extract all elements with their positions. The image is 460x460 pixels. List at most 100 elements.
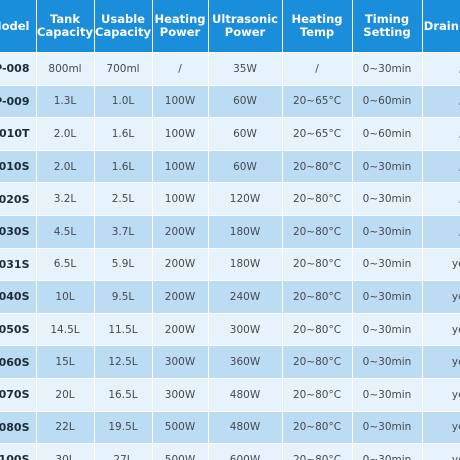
cell-model: P-020S — [0, 182, 37, 216]
cell-timing-setting: 0~30min — [352, 377, 423, 412]
cell-usable-capacity: 1.6L — [94, 149, 153, 183]
cell-ultrasonic-power: 600W — [208, 443, 283, 460]
cell-heating-temp: 20~80°C — [282, 443, 353, 460]
cell-drain-valve: yes — [422, 345, 460, 379]
cell-ultrasonic-power: 240W — [208, 280, 283, 314]
cell-usable-capacity: 11.5L — [94, 312, 153, 346]
cell-model: P-008 — [0, 52, 37, 86]
cell-ultrasonic-power: 180W — [208, 214, 283, 249]
cell-model: P-009 — [0, 84, 37, 118]
cell-heating-power: 100W — [152, 149, 209, 183]
cell-tank-capacity: 22L — [36, 410, 95, 444]
cell-drain-valve: / — [422, 52, 460, 86]
cell-heating-power: 100W — [152, 84, 209, 118]
cell-model: P-060S — [0, 345, 37, 379]
cell-tank-capacity: 4.5L — [36, 214, 95, 249]
cell-tank-capacity: 2.0L — [36, 149, 95, 183]
cell-heating-temp: 20~80°C — [282, 214, 353, 249]
cell-timing-setting: 0~60min — [352, 84, 423, 118]
cell-timing-setting: 0~30min — [352, 345, 423, 379]
cell-model: P-040S — [0, 280, 37, 314]
cell-tank-capacity: 20L — [36, 377, 95, 412]
cell-ultrasonic-power: 480W — [208, 377, 283, 412]
cell-ultrasonic-power: 120W — [208, 182, 283, 216]
cell-model: P-050S — [0, 312, 37, 346]
cell-heating-power: / — [152, 52, 209, 86]
cell-tank-capacity: 10L — [36, 280, 95, 314]
cell-tank-capacity: 15L — [36, 345, 95, 379]
cell-model: P-080S — [0, 410, 37, 444]
cell-usable-capacity: 700ml — [94, 52, 153, 86]
cell-usable-capacity: 1.0L — [94, 84, 153, 118]
cell-heating-temp: 20~80°C — [282, 410, 353, 444]
cell-timing-setting: 0~30min — [352, 149, 423, 183]
cell-ultrasonic-power: 360W — [208, 345, 283, 379]
cell-drain-valve: yes — [422, 443, 460, 460]
cell-ultrasonic-power: 60W — [208, 117, 283, 151]
cell-timing-setting: 0~30min — [352, 443, 423, 460]
cell-drain-valve: yes — [422, 247, 460, 281]
cell-usable-capacity: 1.6L — [94, 117, 153, 151]
cell-drain-valve: yes — [422, 410, 460, 444]
cell-usable-capacity: 9.5L — [94, 280, 153, 314]
cell-drain-valve: yes — [422, 377, 460, 412]
cell-ultrasonic-power: 60W — [208, 149, 283, 183]
header-timing-setting: Timing Setting — [352, 0, 423, 53]
cell-usable-capacity: 2.5L — [94, 182, 153, 216]
header-model: Model — [0, 0, 37, 53]
cell-ultrasonic-power: 180W — [208, 247, 283, 281]
header-heating-temp: Heating Temp — [282, 0, 353, 53]
cell-timing-setting: 0~30min — [352, 52, 423, 86]
cell-usable-capacity: 16.5L — [94, 377, 153, 412]
header-ultrasonic-power: Ultrasonic Power — [208, 0, 283, 53]
header-tank-capacity: Tank Capacity — [36, 0, 95, 53]
header-drain-valve: Drain Valve — [422, 0, 460, 53]
cell-heating-power: 300W — [152, 345, 209, 379]
cell-heating-temp: 20~80°C — [282, 345, 353, 379]
cell-heating-power: 100W — [152, 117, 209, 151]
header-heating-power: Heating Power — [152, 0, 209, 53]
cell-tank-capacity: 3.2L — [36, 182, 95, 216]
cell-timing-setting: 0~60min — [352, 117, 423, 151]
cell-model: P-030S — [0, 214, 37, 249]
cell-heating-power: 200W — [152, 280, 209, 314]
cell-heating-power: 200W — [152, 247, 209, 281]
cell-usable-capacity: 3.7L — [94, 214, 153, 249]
cell-heating-temp: 20~80°C — [282, 280, 353, 314]
cell-tank-capacity: 2.0L — [36, 117, 95, 151]
cell-drain-valve: / — [422, 149, 460, 183]
cell-heating-temp: 20~80°C — [282, 149, 353, 183]
cell-heating-temp: 20~65°C — [282, 117, 353, 151]
cell-usable-capacity: 19.5L — [94, 410, 153, 444]
cell-timing-setting: 0~30min — [352, 280, 423, 314]
header-row: Model Tank Capacity Usable Capacity Heat… — [0, 0, 460, 53]
cell-heating-power: 300W — [152, 377, 209, 412]
cell-ultrasonic-power: 300W — [208, 312, 283, 346]
cell-drain-valve: / — [422, 182, 460, 216]
cell-heating-temp: 20~80°C — [282, 377, 353, 412]
cell-drain-valve: / — [422, 84, 460, 118]
cell-ultrasonic-power: 480W — [208, 410, 283, 444]
cell-timing-setting: 0~30min — [352, 214, 423, 249]
cell-heating-power: 100W — [152, 182, 209, 216]
cell-usable-capacity: 12.5L — [94, 345, 153, 379]
cell-ultrasonic-power: 60W — [208, 84, 283, 118]
cell-drain-valve: / — [422, 214, 460, 249]
cell-model: P-010S — [0, 149, 37, 183]
cell-usable-capacity: 5.9L — [94, 247, 153, 281]
cell-heating-power: 500W — [152, 410, 209, 444]
header-usable-capacity: Usable Capacity — [94, 0, 153, 53]
cell-ultrasonic-power: 35W — [208, 52, 283, 86]
